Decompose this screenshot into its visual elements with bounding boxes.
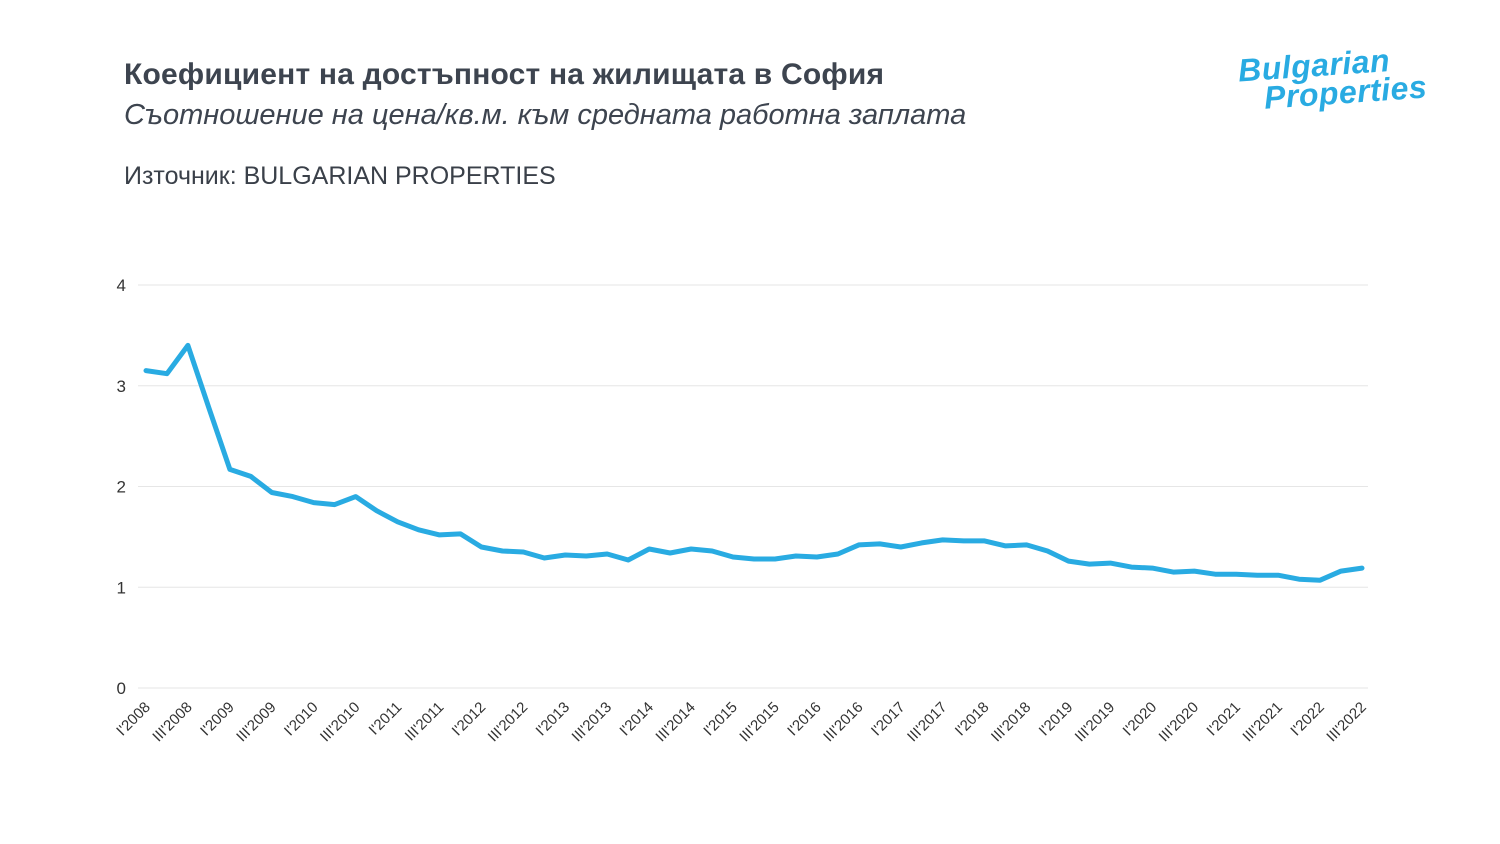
x-axis-label: III'2009 — [233, 699, 279, 745]
x-axis-label: III'2010 — [317, 699, 363, 745]
x-axis-label: I'2015 — [700, 699, 741, 740]
y-axis-tick: 2 — [117, 478, 126, 497]
x-axis-label: III'2018 — [988, 699, 1034, 745]
x-axis-label: I'2021 — [1203, 699, 1244, 740]
x-axis-label: I'2011 — [366, 699, 406, 739]
chart-header: Коефициент на достъпност на жилищата в С… — [124, 58, 1440, 191]
x-axis-label: I'2009 — [197, 699, 238, 740]
x-axis-label: III'2019 — [1072, 699, 1118, 745]
x-axis-label: III'2012 — [485, 699, 531, 745]
x-axis-label: I'2016 — [784, 699, 825, 740]
x-axis-label: I'2017 — [868, 699, 909, 740]
y-axis-tick: 3 — [117, 377, 126, 396]
y-axis-tick: 0 — [117, 679, 126, 698]
chart-subtitle: Съотношение на цена/кв.м. към средната р… — [124, 99, 967, 131]
x-axis-label: III'2015 — [736, 699, 782, 745]
x-axis-label: III'2021 — [1239, 699, 1285, 745]
x-axis-label: I'2014 — [616, 699, 657, 740]
x-axis-label: III'2020 — [1156, 699, 1202, 745]
x-axis-label: I'2022 — [1287, 699, 1328, 740]
chart-source: Източник: BULGARIAN PROPERTIES — [124, 162, 556, 190]
x-axis-label: I'2008 — [113, 699, 154, 740]
x-axis-label: III'2011 — [402, 699, 448, 745]
x-axis-label: I'2020 — [1120, 699, 1161, 740]
x-axis-label: III'2008 — [149, 699, 195, 745]
x-axis-label: III'2013 — [569, 699, 615, 745]
x-axis-label: III'2022 — [1323, 699, 1369, 745]
x-axis-label: I'2012 — [449, 699, 490, 740]
x-axis-label: I'2019 — [1036, 699, 1077, 740]
x-axis-label: I'2010 — [281, 699, 322, 740]
x-axis-label: III'2017 — [904, 699, 950, 745]
y-axis-tick: 4 — [117, 276, 126, 295]
chart-title: Коефициент на достъпност на жилищата в С… — [124, 58, 885, 91]
x-axis-label: III'2016 — [820, 699, 866, 745]
bulgarian-properties-logo: Bulgarian Properties — [1237, 42, 1428, 116]
x-axis-label: I'2018 — [952, 699, 993, 740]
x-axis-label: I'2013 — [533, 699, 574, 740]
x-axis-label: III'2014 — [652, 699, 698, 745]
y-axis-tick: 1 — [117, 578, 126, 597]
data-line — [143, 342, 1365, 583]
